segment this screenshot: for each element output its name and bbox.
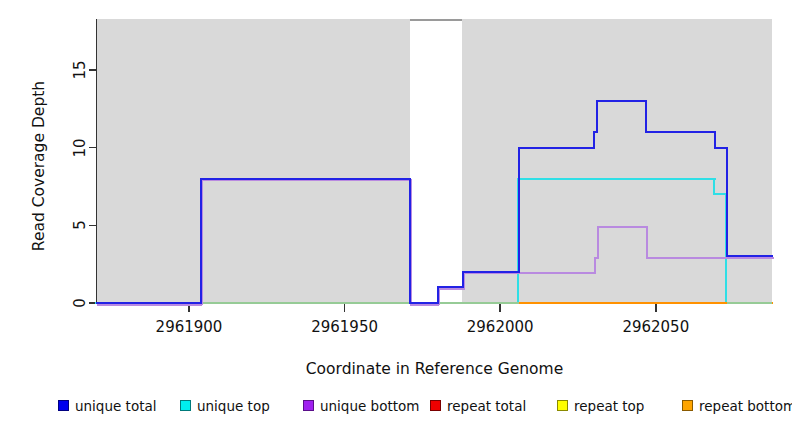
x-tick-mark bbox=[655, 304, 657, 312]
y-tick-label: 0 bbox=[71, 298, 89, 308]
legend-label: unique bottom bbox=[320, 399, 419, 414]
series-segment-unique-bottom bbox=[597, 226, 599, 259]
series-segment-unique-total bbox=[518, 147, 520, 273]
legend: unique total unique top unique bottom repea… bbox=[0, 398, 792, 418]
legend-label: unique top bbox=[197, 399, 270, 414]
plot-background bbox=[97, 19, 410, 303]
y-tick-label: 15 bbox=[71, 60, 89, 79]
series-segment-unique-top bbox=[517, 178, 716, 180]
legend-label: repeat total bbox=[447, 399, 526, 414]
y-tick-mark bbox=[89, 147, 96, 149]
series-segment-unique-total bbox=[462, 271, 464, 289]
x-tick-mark bbox=[344, 304, 346, 312]
x-axis-title: Coordinate in Reference Genome bbox=[97, 360, 772, 378]
series-segment-unique-total bbox=[462, 271, 520, 273]
series-segment-unique-total bbox=[726, 255, 773, 257]
legend-swatch-icon bbox=[58, 400, 69, 411]
series-segment-unique-total bbox=[437, 286, 439, 304]
series-segment-unique-total bbox=[596, 100, 598, 133]
legend-swatch-icon bbox=[557, 400, 568, 411]
legend-swatch-icon bbox=[180, 400, 191, 411]
legend-swatch-icon bbox=[303, 400, 314, 411]
x-tick-mark bbox=[499, 304, 501, 312]
series-segment-unique-bottom bbox=[594, 257, 596, 275]
series-segment-unique-total bbox=[518, 147, 595, 149]
series-segment-unique-total bbox=[437, 286, 464, 288]
series-segment-unique-total bbox=[409, 178, 411, 304]
y-tick-mark bbox=[89, 69, 96, 71]
legend-swatch-icon bbox=[682, 400, 693, 411]
series-segment-unique-total bbox=[96, 302, 203, 304]
series-segment-unique-total bbox=[593, 131, 595, 149]
x-tick-label: 2961900 bbox=[156, 318, 223, 336]
legend-label: repeat top bbox=[574, 399, 644, 414]
legend-label: repeat bottom bbox=[699, 399, 792, 414]
series-segment-unique-total bbox=[596, 100, 648, 102]
x-tick-label: 2961950 bbox=[311, 318, 378, 336]
y-axis-line bbox=[96, 19, 98, 303]
baseline-repeat-bottom-zero bbox=[519, 302, 728, 304]
x-tick-label: 2962000 bbox=[467, 318, 534, 336]
gap-top-line bbox=[410, 19, 462, 21]
plot-area: 2961900 2961950 2962000 2962050 0 5 10 15 bbox=[0, 0, 792, 392]
series-segment-unique-total bbox=[645, 131, 715, 133]
legend-label: unique total bbox=[75, 399, 156, 414]
coverage-plot-figure: 2961900 2961950 2962000 2962050 0 5 10 15 Coord… bbox=[0, 0, 792, 432]
series-segment-unique-bottom bbox=[597, 226, 648, 228]
y-tick-label: 10 bbox=[71, 138, 89, 157]
y-axis-title: Read Coverage Depth bbox=[30, 81, 48, 251]
series-segment-unique-bottom bbox=[646, 226, 648, 259]
series-segment-unique-total bbox=[409, 302, 439, 304]
series-segment-unique-total bbox=[200, 178, 411, 180]
y-tick-label: 5 bbox=[71, 220, 89, 230]
y-tick-mark bbox=[89, 225, 96, 227]
x-tick-label: 2962050 bbox=[622, 318, 689, 336]
legend-swatch-icon bbox=[430, 400, 441, 411]
series-segment-unique-total bbox=[645, 100, 647, 133]
series-segment-unique-total bbox=[200, 178, 202, 304]
series-segment-unique-total bbox=[726, 147, 728, 258]
